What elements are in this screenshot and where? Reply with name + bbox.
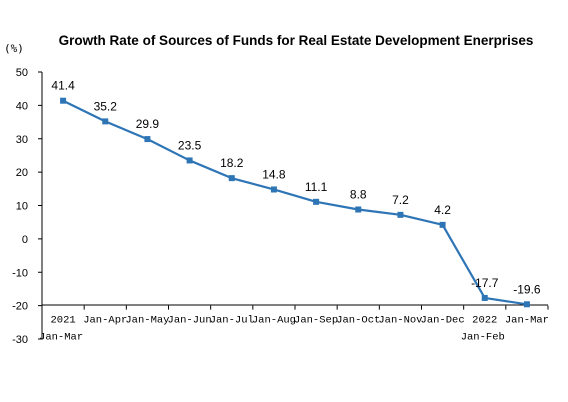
data-label: 23.5 — [178, 138, 202, 152]
y-tick-label: -10 — [12, 267, 28, 279]
x-tick-label: Jan-Mar — [39, 332, 83, 344]
data-points — [60, 97, 530, 308]
y-tick-label: 40 — [16, 100, 28, 112]
x-ticks: 2021Jan-MarJan-AprJan-MayJan-JunJan-JulJ… — [39, 305, 549, 344]
data-point — [397, 211, 404, 218]
data-label: 18.2 — [220, 156, 244, 170]
data-label: 11.1 — [305, 180, 328, 194]
data-point — [186, 157, 193, 164]
y-tick-label: -20 — [12, 301, 28, 313]
data-label: 41.4 — [51, 79, 75, 93]
data-label: -17.7 — [471, 276, 499, 290]
x-tick-label: Jan-Sep — [294, 315, 338, 327]
x-tick-label: Jan-Jul — [210, 315, 254, 327]
x-tick-label: Jan-Feb — [461, 332, 505, 344]
data-point — [523, 301, 530, 308]
y-unit-label: (%) — [4, 42, 24, 55]
y-tick-label: 30 — [16, 134, 28, 146]
data-point — [355, 206, 362, 213]
x-tick-label: Jan-Jun — [168, 315, 212, 327]
x-tick-label: 2022 — [472, 315, 497, 327]
data-point — [481, 294, 488, 301]
x-tick-label: Jan-Oct — [336, 315, 380, 327]
data-label: 29.9 — [136, 117, 160, 131]
data-label: 4.2 — [434, 203, 451, 217]
data-point — [313, 198, 320, 205]
data-label: 35.2 — [94, 99, 118, 113]
x-tick-label: 2021 — [50, 315, 75, 327]
data-point — [439, 221, 446, 228]
y-tick-label: 10 — [16, 201, 28, 213]
x-tick-label: Jan-Apr — [83, 315, 127, 327]
y-tick-label: 50 — [16, 67, 28, 79]
x-tick-label: Jan-Dec — [421, 315, 465, 327]
data-point — [270, 186, 277, 193]
data-label: 8.8 — [350, 188, 367, 202]
series-line — [62, 99, 528, 306]
data-point — [144, 136, 151, 143]
data-point — [60, 97, 67, 104]
x-tick-label: Jan-Aug — [252, 315, 296, 327]
data-point — [228, 175, 235, 182]
data-point — [102, 118, 109, 125]
y-tick-label: -30 — [12, 334, 28, 346]
x-tick-label: Jan-Mar — [505, 315, 549, 327]
data-label: -19.6 — [513, 282, 541, 296]
chart-title: Growth Rate of Sources of Funds for Real… — [59, 33, 534, 48]
x-tick-label: Jan-Nov — [378, 315, 422, 327]
x-tick-label: Jan-May — [125, 315, 169, 327]
data-labels: 41.4 35.2 29.9 23.5 18.2 14.8 11.1 8.8 7.2 4.2 -17… — [51, 79, 541, 297]
y-tick-label: 0 — [22, 234, 28, 246]
data-label: 7.2 — [392, 193, 409, 207]
data-label: 14.8 — [262, 167, 286, 181]
y-ticks: 50 40 30 20 10 0 -10 -20 -30 — [12, 67, 42, 346]
y-tick-label: 20 — [16, 167, 28, 179]
